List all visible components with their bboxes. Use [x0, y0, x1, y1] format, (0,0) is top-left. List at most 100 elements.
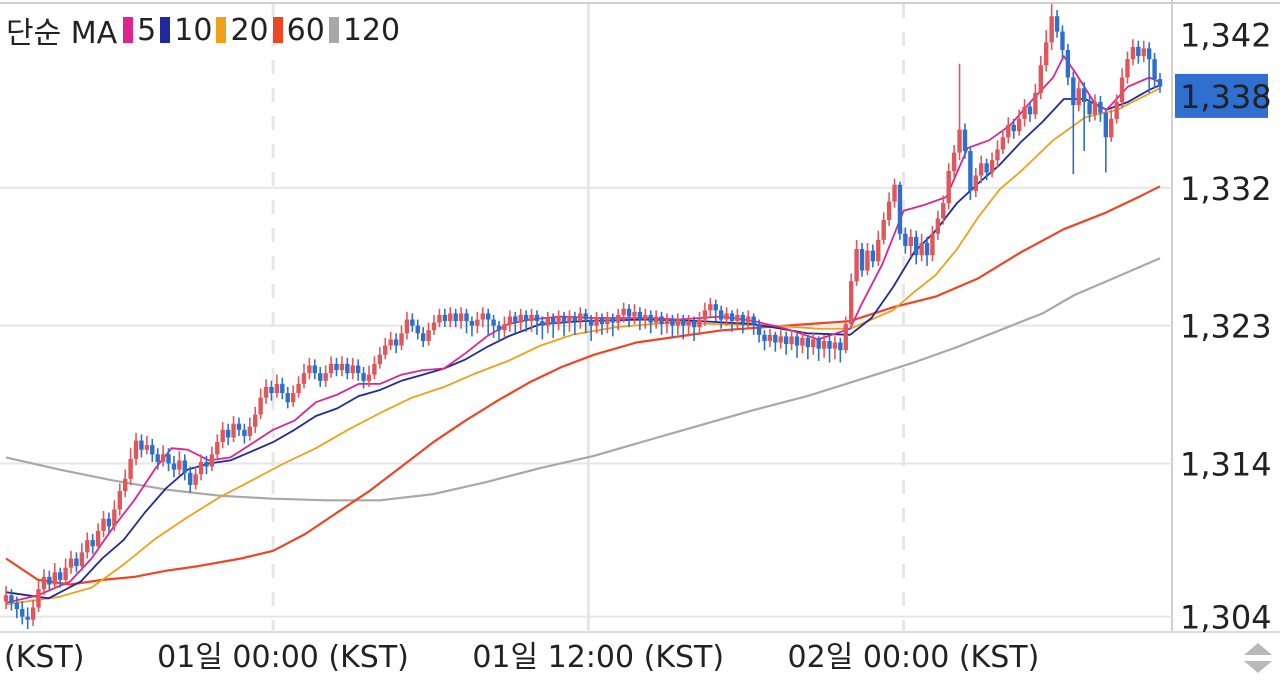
ma10-swatch	[160, 17, 171, 43]
candle-body	[1006, 125, 1011, 138]
candle-body	[1049, 16, 1054, 43]
candle-body	[188, 472, 193, 485]
candle-body	[280, 383, 285, 394]
candle-body	[404, 319, 410, 334]
candle-body	[653, 316, 659, 323]
current-price-tag-background	[1175, 73, 1268, 118]
candle-body	[751, 316, 756, 325]
candle-body	[1016, 118, 1022, 132]
candle-body	[231, 423, 236, 438]
candle-body	[567, 316, 572, 323]
candle-body	[805, 337, 811, 348]
candle-body	[518, 314, 523, 323]
candle-body	[821, 340, 827, 349]
ma-legend-item-20[interactable]: 20	[216, 12, 269, 48]
candle-body	[182, 460, 187, 473]
candle-body	[41, 576, 47, 590]
candle-body	[1119, 77, 1125, 103]
candle-body	[1109, 118, 1114, 138]
candle-body	[718, 310, 724, 320]
x-tick-label: 01일 00:00 (KST)	[157, 640, 409, 675]
y-axis: 1,342 1,332 1,323 1,314 1,304	[1180, 17, 1272, 637]
candle-body	[263, 386, 269, 398]
candle-body	[345, 363, 350, 374]
candle-body	[14, 602, 20, 610]
candle-body	[36, 589, 41, 608]
ma-legend-period: 120	[342, 12, 401, 48]
candle-body	[106, 518, 112, 527]
candle-body	[610, 318, 615, 323]
candle-body	[355, 365, 361, 374]
candle-body	[843, 324, 848, 351]
candle-body	[101, 518, 106, 531]
candle-body	[1076, 88, 1081, 106]
candle-body	[691, 321, 697, 328]
candle-body	[209, 454, 215, 467]
ma-legend-period: 10	[174, 12, 213, 48]
candle-body	[740, 314, 746, 323]
candle-body	[686, 321, 691, 326]
candle-body	[85, 540, 90, 553]
candle-body	[74, 558, 79, 567]
candle-body	[578, 313, 583, 322]
candle-body	[47, 576, 52, 585]
candle-body	[3, 595, 9, 602]
candle-body	[984, 163, 989, 173]
ma-legend-item-5[interactable]: 5	[123, 13, 156, 48]
candle-body	[20, 609, 25, 617]
candle-body	[951, 152, 957, 171]
candle-body	[643, 314, 648, 320]
candle-body	[713, 304, 718, 311]
candle-body	[155, 454, 160, 462]
candle-body	[659, 316, 664, 325]
ma-legend-item-60[interactable]: 60	[272, 13, 325, 48]
candle-body	[773, 334, 778, 343]
candle-body	[301, 373, 307, 384]
candle-body	[870, 250, 876, 262]
candle-body	[25, 616, 30, 620]
candles	[3, 4, 1163, 629]
candle-body	[112, 509, 117, 527]
ma-legend-period: 5	[137, 12, 157, 48]
candle-body	[442, 314, 448, 322]
candle-body	[724, 313, 729, 320]
candle-body	[572, 316, 578, 322]
ma5-line	[5, 55, 1161, 604]
candle-body	[318, 373, 323, 381]
candle-body	[621, 308, 626, 315]
candle-body	[551, 318, 556, 325]
candle-body	[79, 552, 85, 567]
ma-legend[interactable]: 단순 MA 5 10 20 60 120	[6, 10, 404, 52]
scroll-arrows-icon[interactable]	[1238, 640, 1278, 676]
candle-body	[995, 149, 1000, 161]
candle-body	[708, 304, 713, 311]
y-tick-label: 1,314	[1180, 446, 1272, 484]
candle-body	[886, 201, 892, 220]
candle-body	[513, 316, 518, 323]
ma-legend-item-120[interactable]: 120	[328, 12, 401, 48]
candle-body	[935, 218, 941, 234]
candle-body	[144, 445, 150, 450]
ma20-line	[5, 87, 1161, 606]
candle-body	[464, 313, 469, 322]
candle-body	[908, 236, 913, 247]
candle-body	[545, 318, 550, 326]
candle-body	[1157, 79, 1163, 87]
candle-body	[177, 460, 182, 470]
candle-body	[480, 313, 485, 320]
candle-body	[133, 440, 139, 459]
ma-legend-period: 20	[230, 12, 269, 48]
candle-body	[198, 461, 204, 475]
candle-body	[312, 365, 318, 374]
candle-body	[415, 325, 420, 334]
moving-average-lines	[5, 55, 1161, 606]
ma-legend-item-10[interactable]: 10	[160, 13, 212, 48]
candle-body	[854, 249, 859, 282]
candle-body	[166, 454, 171, 464]
candle-body	[778, 336, 783, 343]
candle-body	[594, 318, 599, 326]
candle-body	[139, 440, 144, 450]
candle-body	[393, 339, 399, 346]
candle-body	[502, 324, 507, 331]
